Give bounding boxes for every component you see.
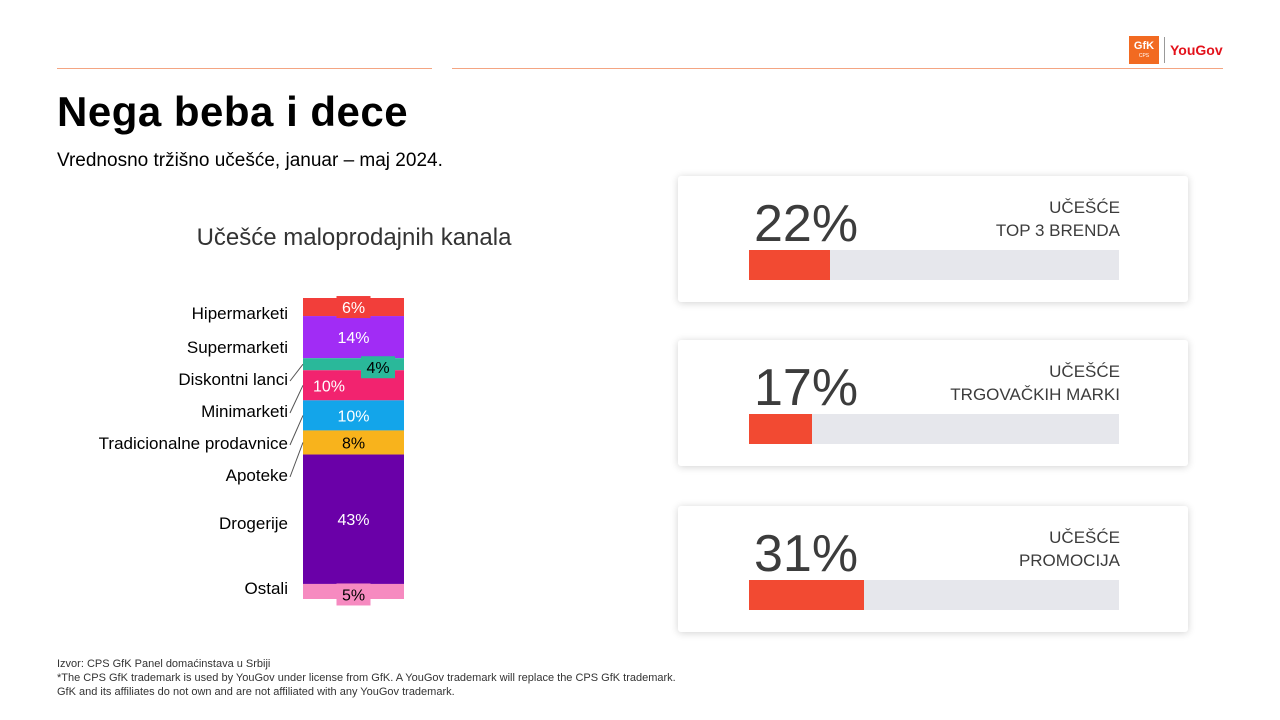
kpi-card-promotions: 31% UČEŠĆE PROMOCIJA bbox=[678, 506, 1188, 632]
gfk-logo: GfK CPS bbox=[1129, 36, 1159, 64]
category-label-drogerije: Drogerije bbox=[219, 514, 288, 533]
value-label-minimarketi: 10% bbox=[313, 378, 345, 395]
kpi-card-private-labels: 17% UČEŠĆE TRGOVAČKIH MARKI bbox=[678, 340, 1188, 466]
footer-notes: Izvor: CPS GfK Panel domaćinstava u Srbi… bbox=[57, 657, 676, 699]
header-rule-right bbox=[452, 68, 1223, 69]
kpi-label: UČEŠĆE TOP 3 BRENDA bbox=[996, 196, 1120, 242]
kpi-label: UČEŠĆE TRGOVAČKIH MARKI bbox=[950, 360, 1120, 406]
kpi-progress-track bbox=[749, 414, 1119, 444]
gfk-logo-text: GfK bbox=[1133, 40, 1155, 52]
category-label-ostali: Ostali bbox=[245, 579, 288, 598]
kpi-progress-track bbox=[749, 580, 1119, 610]
value-label-tradicionalne-prodavnice: 10% bbox=[337, 408, 369, 425]
kpi-progress-fill bbox=[749, 580, 864, 610]
category-label-apoteke: Apoteke bbox=[226, 466, 288, 485]
leader-line-diskontni-lanci bbox=[289, 363, 304, 382]
leader-line-tradicionalne-prodavnice bbox=[289, 415, 304, 446]
kpi-label-line2: PROMOCIJA bbox=[1018, 551, 1120, 570]
kpi-value: 17% bbox=[754, 359, 859, 417]
bar-segment-apoteke bbox=[303, 430, 404, 455]
page-title: Nega beba i dece bbox=[57, 88, 409, 135]
value-label-box-diskontni-lanci bbox=[361, 356, 395, 379]
kpi-label: UČEŠĆE PROMOCIJA bbox=[1019, 526, 1120, 572]
chart-title: Učešće maloprodajnih kanala bbox=[196, 224, 512, 251]
kpi-label-line2: TOP 3 BRENDA bbox=[995, 221, 1120, 240]
kpi-label-line2: TRGOVAČKIH MARKI bbox=[950, 385, 1120, 404]
value-label-supermarketi: 14% bbox=[337, 330, 369, 347]
category-label-diskontni-lanci: Diskontni lanci bbox=[178, 370, 288, 389]
leader-line-apoteke bbox=[289, 442, 304, 478]
leader-line-minimarketi bbox=[289, 385, 304, 414]
kpi-progress-fill bbox=[749, 250, 831, 280]
bar-segment-drogerije bbox=[303, 454, 404, 584]
value-label-apoteke: 8% bbox=[342, 435, 365, 452]
footer-source: Izvor: CPS GfK Panel domaćinstava u Srbi… bbox=[57, 658, 271, 670]
kpi-card-top3: 22% UČEŠĆE TOP 3 BRENDA bbox=[678, 176, 1188, 302]
kpi-label-line1: UČEŠĆE bbox=[1049, 528, 1120, 547]
logo-separator bbox=[1164, 37, 1165, 63]
footer-trademark-note: *The CPS GfK trademark is used by YouGov… bbox=[57, 672, 676, 684]
kpi-progress-track bbox=[749, 250, 1119, 280]
kpi-value: 31% bbox=[754, 525, 859, 583]
kpi-label-line1: UČEŠĆE bbox=[1049, 362, 1120, 381]
gfk-logo-sub: CPS bbox=[1138, 53, 1150, 59]
bar-segment-tradicionalne-prodavnice bbox=[303, 400, 404, 431]
kpi-label-line1: UČEŠĆE bbox=[1049, 198, 1120, 217]
value-label-box-hipermarketi bbox=[336, 296, 371, 319]
category-label-supermarketi: Supermarketi bbox=[187, 338, 288, 357]
value-label-ostali: 5% bbox=[342, 587, 365, 604]
value-label-drogerije: 43% bbox=[337, 512, 369, 529]
category-label-hipermarketi: Hipermarketi bbox=[192, 304, 288, 323]
category-label-tradicionalne-prodavnice: Tradicionalne prodavnice bbox=[99, 434, 288, 453]
footer-affiliation-note: GfK and its affiliates do not own and ar… bbox=[57, 686, 455, 698]
value-label-box-ostali bbox=[336, 583, 371, 606]
kpi-value: 22% bbox=[754, 195, 859, 253]
page-subtitle: Vrednosno tržišno učešće, januar – maj 2… bbox=[57, 150, 443, 171]
category-label-minimarketi: Minimarketi bbox=[201, 402, 288, 421]
yougov-logo: YouGov bbox=[1170, 42, 1223, 58]
value-label-hipermarketi: 6% bbox=[342, 300, 365, 317]
brand-logos: GfK CPS YouGov bbox=[1129, 36, 1223, 64]
value-label-diskontni-lanci: 4% bbox=[366, 360, 389, 377]
kpi-progress-fill bbox=[749, 414, 812, 444]
header-rule-left bbox=[57, 68, 432, 69]
stacked-bar-chart: 6% 14% 4% 10% 10% 8% 43% 5% Hipermarketi Supermar… bbox=[99, 296, 404, 606]
bar-segment-supermarketi bbox=[303, 316, 404, 359]
